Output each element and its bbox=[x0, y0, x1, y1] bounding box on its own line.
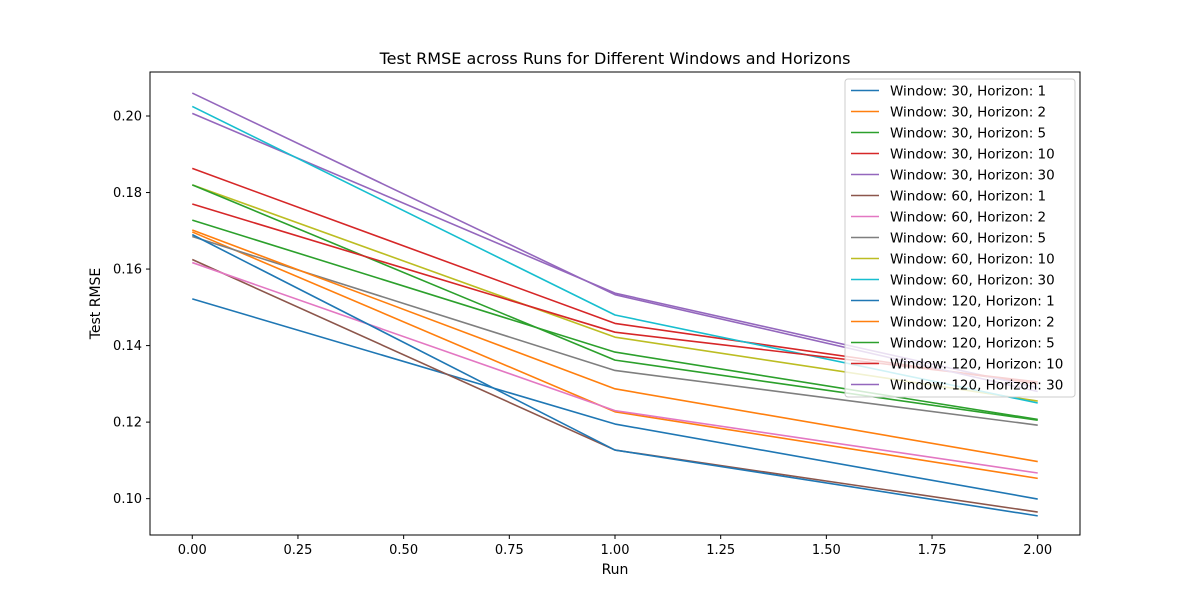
series-line-11 bbox=[191, 233, 1038, 517]
series-line-7 bbox=[192, 261, 1038, 474]
legend-entry-label: Window: 30, Horizon: 5 bbox=[890, 126, 1046, 142]
x-tick-label: 1.25 bbox=[706, 543, 735, 558]
legend-entry-label: Window: 60, Horizon: 10 bbox=[890, 252, 1055, 268]
x-axis: 0.00 0.25 0.50 0.75 1.00 1.25 1.50 1.75 2.00 bbox=[178, 535, 1052, 558]
x-tick-label: 0.25 bbox=[283, 543, 312, 558]
series-line-8 bbox=[192, 235, 1038, 426]
series-line-12 bbox=[191, 229, 1038, 463]
y-tick-label: 0.20 bbox=[113, 110, 142, 125]
x-tick-label: 0.50 bbox=[389, 543, 418, 558]
y-axis: 0.10 0.12 0.14 0.16 0.18 0.20 bbox=[113, 110, 150, 507]
legend-entry-label: Window: 60, Horizon: 30 bbox=[890, 273, 1055, 289]
x-axis-label: Run bbox=[602, 562, 629, 578]
legend-entry-label: Window: 120, Horizon: 1 bbox=[890, 294, 1055, 310]
legend-entry-label: Window: 30, Horizon: 10 bbox=[890, 147, 1055, 163]
y-tick-label: 0.18 bbox=[113, 186, 142, 201]
legend-entry-label: Window: 60, Horizon: 1 bbox=[890, 189, 1046, 205]
legend-entry-label: Window: 60, Horizon: 2 bbox=[890, 210, 1046, 226]
legend-entry-label: Window: 120, Horizon: 30 bbox=[890, 378, 1063, 394]
legend-entry-label: Window: 30, Horizon: 1 bbox=[890, 84, 1046, 100]
x-tick-label: 0.75 bbox=[495, 543, 524, 558]
legend-entry-label: Window: 30, Horizon: 30 bbox=[890, 168, 1055, 184]
legend-entry-label: Window: 120, Horizon: 2 bbox=[890, 315, 1055, 331]
x-tick-label: 0.00 bbox=[178, 543, 207, 558]
legend-entry-label: Window: 60, Horizon: 5 bbox=[890, 231, 1046, 247]
chart-title: Test RMSE across Runs for Different Wind… bbox=[379, 49, 851, 68]
legend-entry-label: Window: 30, Horizon: 2 bbox=[890, 105, 1046, 121]
y-axis-label: Test RMSE bbox=[88, 268, 104, 341]
y-tick-label: 0.16 bbox=[113, 263, 142, 278]
x-tick-label: 1.00 bbox=[601, 543, 630, 558]
legend: Window: 30, Horizon: 1 Window: 30, Horizo… bbox=[844, 78, 1076, 398]
legend-entry-label: Window: 120, Horizon: 5 bbox=[890, 336, 1055, 352]
y-tick-label: 0.10 bbox=[113, 492, 142, 507]
y-tick-label: 0.14 bbox=[113, 339, 142, 354]
series-line-1 bbox=[192, 298, 1038, 500]
legend-box bbox=[844, 78, 1076, 398]
x-tick-label: 1.75 bbox=[918, 543, 947, 558]
x-tick-label: 1.50 bbox=[812, 543, 841, 558]
x-tick-label: 2.00 bbox=[1023, 543, 1052, 558]
y-tick-label: 0.12 bbox=[113, 416, 142, 431]
legend-entry-label: Window: 120, Horizon: 10 bbox=[890, 357, 1063, 373]
series-line-13 bbox=[191, 184, 1038, 422]
series-line-2 bbox=[191, 231, 1038, 480]
